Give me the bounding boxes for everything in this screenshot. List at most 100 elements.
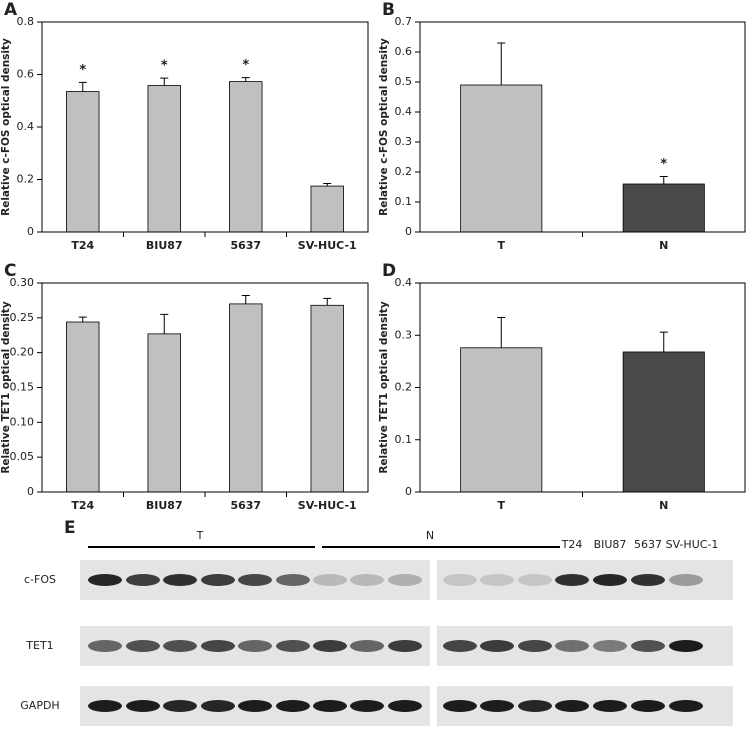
y-tick-label: 0 [405, 485, 412, 498]
y-tick-label: 0.7 [395, 15, 413, 28]
y-axis-title: Relative TET1 optical density [0, 301, 12, 473]
x-tick-label: SV-HUC-1 [298, 239, 357, 252]
y-tick-label: 0.25 [10, 311, 35, 324]
blot-band [276, 640, 310, 652]
y-tick-label: 0 [27, 225, 34, 238]
significance-mark: * [242, 58, 249, 73]
y-tick-label: 0.3 [395, 328, 413, 341]
bar [622, 351, 705, 493]
bar [622, 183, 705, 233]
y-tick-label: 0.15 [10, 381, 35, 394]
blot-band [126, 700, 160, 712]
bar [147, 85, 181, 233]
blot-band [388, 640, 422, 652]
significance-mark: * [660, 157, 667, 172]
blot-band [126, 640, 160, 652]
x-tick-label: T [497, 239, 505, 252]
bar [310, 304, 344, 493]
blot-band [313, 574, 347, 586]
blot-band [480, 640, 514, 652]
blot-band [201, 574, 235, 586]
blot-band [669, 700, 703, 712]
y-tick-label: 0.2 [395, 165, 413, 178]
blot-band [443, 640, 477, 652]
blot-band [163, 640, 197, 652]
group-label: N [426, 529, 434, 542]
y-tick-label: 0.10 [10, 415, 35, 428]
y-tick-label: 0.4 [395, 105, 413, 118]
y-tick-label: 0.3 [395, 135, 413, 148]
error-bar [497, 316, 506, 348]
plot-frame [41, 282, 369, 493]
blot-band [593, 640, 627, 652]
y-tick-label: 0 [405, 225, 412, 238]
y-axis-title: Relative TET1 optical density [378, 301, 390, 473]
y-axis-title: Relative c-FOS optical density [378, 38, 390, 216]
x-tick-label: BIU87 [146, 499, 183, 512]
blot-band [555, 574, 589, 586]
blot-band [350, 640, 384, 652]
blot-band [238, 574, 272, 586]
blot-band [350, 700, 384, 712]
lane-label: BIU87 [594, 538, 627, 551]
error-bar [78, 316, 87, 323]
blot-band [88, 574, 122, 586]
x-tick-label: SV-HUC-1 [298, 499, 357, 512]
blot-band [631, 574, 665, 586]
blot-band [480, 574, 514, 586]
y-tick-label: 0.4 [17, 120, 35, 133]
x-tick-label: T [497, 499, 505, 512]
y-tick-label: 0 [27, 485, 34, 498]
error-bar [659, 176, 668, 184]
blot-band [593, 700, 627, 712]
blot-band [313, 640, 347, 652]
plot-frame [41, 21, 369, 233]
panel-label: E [64, 518, 76, 538]
blot-band [88, 700, 122, 712]
error-bar [241, 295, 250, 304]
error-bar [160, 77, 169, 86]
bar [460, 84, 543, 233]
blot-band [555, 700, 589, 712]
y-axis-title: Relative c-FOS optical density [0, 38, 12, 216]
y-tick-label: 0.5 [395, 75, 413, 88]
bar [310, 185, 344, 233]
x-tick-label: N [659, 499, 668, 512]
error-bar [160, 313, 169, 334]
blot-band [276, 700, 310, 712]
plot-frame [419, 282, 746, 493]
error-bar [497, 42, 506, 85]
y-tick-label: 0.05 [10, 450, 35, 463]
blot-band [350, 574, 384, 586]
bar [229, 81, 263, 233]
error-bar [323, 297, 332, 306]
row-label: GAPDH [20, 699, 59, 712]
blot-band [518, 574, 552, 586]
blot-band [276, 574, 310, 586]
lane-label: T24 [561, 538, 583, 551]
bar [147, 333, 181, 493]
y-tick-label: 0.20 [10, 346, 35, 359]
blot-band [443, 700, 477, 712]
blot-band [313, 700, 347, 712]
y-tick-label: 0.1 [395, 433, 413, 446]
bar [66, 321, 100, 493]
y-tick-label: 0.8 [17, 15, 35, 28]
blot-band [443, 574, 477, 586]
bar [229, 303, 263, 493]
blot-band [238, 700, 272, 712]
panel-label: D [382, 261, 396, 281]
blot-band [593, 574, 627, 586]
x-tick-label: N [659, 239, 668, 252]
y-tick-label: 0.2 [17, 173, 35, 186]
blot-band [518, 700, 552, 712]
x-tick-label: T24 [71, 239, 94, 252]
group-label: T [196, 529, 204, 542]
x-tick-label: T24 [71, 499, 94, 512]
blot-band [388, 700, 422, 712]
blot-band [238, 640, 272, 652]
blot-band [631, 640, 665, 652]
blot-band [126, 574, 160, 586]
error-bar [659, 331, 668, 352]
